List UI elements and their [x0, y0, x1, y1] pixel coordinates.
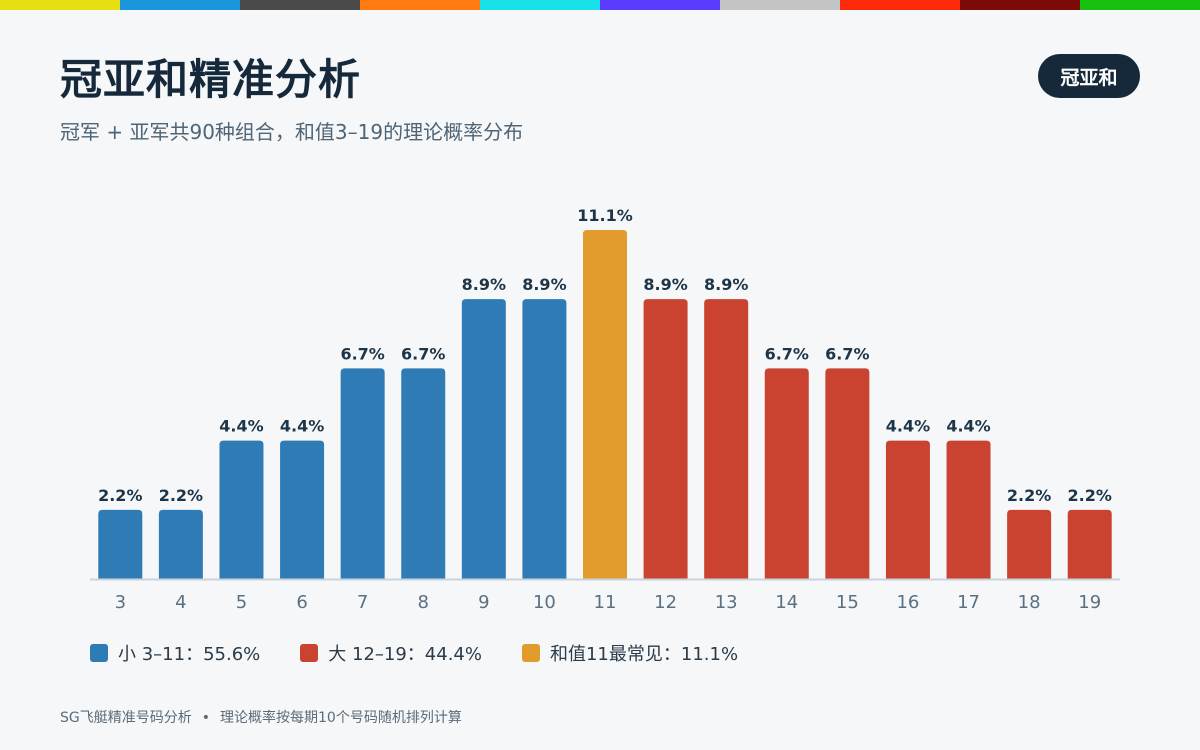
x-tick-10: 10 [533, 592, 556, 613]
bar-17 [946, 440, 991, 579]
category-badge: 冠亚和 [1038, 54, 1140, 98]
bar-8 [401, 368, 446, 579]
x-tick-8: 8 [418, 592, 429, 613]
x-tick-18: 18 [1018, 592, 1041, 613]
x-tick-5: 5 [236, 592, 247, 613]
x-tick-13: 13 [715, 592, 738, 613]
bar-9 [461, 299, 506, 579]
x-tick-16: 16 [896, 592, 919, 613]
value-label-17: 4.4% [946, 417, 990, 436]
stripe-segment [720, 0, 840, 10]
legend-swatch-small [90, 644, 108, 662]
bar-14 [764, 368, 809, 579]
x-tick-12: 12 [654, 592, 677, 613]
chart-legend: 小 3–11：55.6% 大 12–19：44.4% 和值11最常见：11.1% [90, 640, 778, 666]
legend-label-peak: 和值11最常见：11.1% [549, 644, 739, 665]
x-tick-14: 14 [775, 592, 798, 613]
bar-10 [522, 299, 567, 579]
probability-bar-chart: 2.2% 3 2.2% 4 4.4% 5 4.4% 6 6.7% 7 6.7% 8 8.9% 9 8.9% 1… [90, 206, 1120, 613]
bar-13 [704, 299, 749, 579]
bar-5 [219, 440, 264, 579]
stripe-segment [840, 0, 960, 10]
value-label-5: 4.4% [219, 417, 263, 436]
footer-method: 理论概率按每期10个号码随机排列计算 [220, 710, 462, 726]
stripe-segment [600, 0, 720, 10]
bar-19 [1067, 509, 1112, 579]
value-label-6: 4.4% [280, 417, 324, 436]
stripe-segment [0, 0, 120, 10]
value-label-13: 8.9% [704, 275, 748, 294]
footer-source: SG飞艇精准号码分析 [60, 710, 192, 726]
page-title: 冠亚和精准分析 [60, 55, 362, 104]
value-label-10: 8.9% [522, 275, 566, 294]
footer-separator: • [201, 710, 211, 726]
legend-label-big: 大 12–19：44.4% [328, 644, 482, 665]
color-stripe [0, 0, 1200, 10]
bar-18 [1007, 509, 1052, 579]
bar-11 [583, 230, 627, 579]
x-tick-15: 15 [836, 592, 859, 613]
value-label-3: 2.2% [98, 486, 142, 505]
bar-12 [643, 299, 688, 579]
legend-item-big: 大 12–19：44.4% [300, 640, 482, 666]
stripe-segment [240, 0, 360, 10]
x-tick-11: 11 [594, 592, 617, 613]
bar-3 [98, 509, 143, 579]
x-tick-3: 3 [115, 592, 126, 613]
stripe-segment [960, 0, 1080, 10]
value-label-7: 6.7% [340, 344, 384, 363]
x-tick-4: 4 [175, 592, 186, 613]
x-tick-19: 19 [1078, 592, 1101, 613]
bar-6 [280, 440, 325, 579]
stripe-segment [120, 0, 240, 10]
legend-item-peak: 和值11最常见：11.1% [521, 640, 739, 666]
legend-label-small: 小 3–11：55.6% [118, 644, 261, 665]
footer-note: SG飞艇精准号码分析 • 理论概率按每期10个号码随机排列计算 [60, 707, 462, 727]
bar-7 [340, 368, 385, 579]
legend-item-small: 小 3–11：55.6% [90, 640, 260, 666]
x-tick-9: 9 [478, 592, 489, 613]
value-label-15: 6.7% [825, 344, 869, 363]
x-tick-6: 6 [296, 592, 307, 613]
value-label-4: 2.2% [159, 486, 203, 505]
value-label-12: 8.9% [643, 275, 687, 294]
value-label-19: 2.2% [1068, 486, 1112, 505]
legend-swatch-peak [521, 644, 540, 662]
bar-15 [825, 368, 870, 579]
value-label-18: 2.2% [1007, 486, 1051, 505]
stripe-segment [360, 0, 480, 10]
value-label-14: 6.7% [765, 344, 809, 363]
bar-4 [158, 509, 203, 579]
stripe-segment [1080, 0, 1200, 10]
value-label-16: 4.4% [886, 417, 930, 436]
legend-swatch-big [300, 644, 319, 662]
value-label-8: 6.7% [401, 344, 445, 363]
stripe-segment [480, 0, 600, 10]
page-subtitle: 冠军 + 亚军共90种组合，和值3–19的理论概率分布 [60, 120, 524, 144]
bar-16 [885, 440, 930, 579]
value-label-9: 8.9% [462, 275, 506, 294]
x-tick-17: 17 [957, 592, 980, 613]
value-label-11: 11.1% [577, 206, 633, 225]
x-tick-7: 7 [357, 592, 368, 613]
